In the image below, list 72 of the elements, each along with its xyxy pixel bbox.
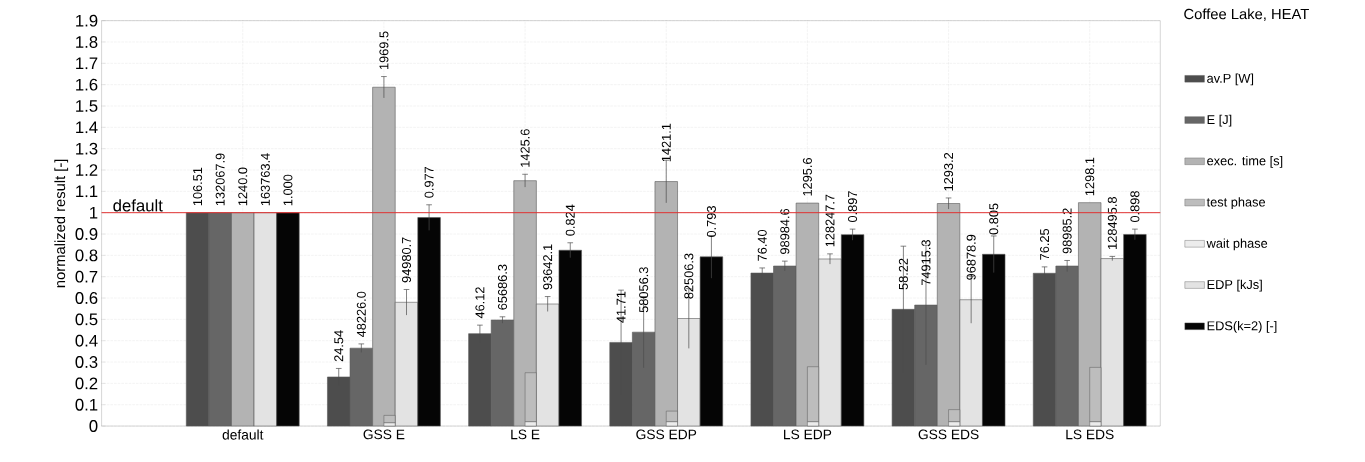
x-tick-label: default xyxy=(222,429,264,440)
annotation: 82506.3 xyxy=(684,253,694,299)
y-tick-label: 1.5 xyxy=(76,99,98,112)
y-tick-label: 0.2 xyxy=(75,377,98,390)
y-tick-label: 1.7 xyxy=(76,57,98,69)
legend-label: exec. time [s] xyxy=(1207,155,1283,168)
annotation: 58056.3 xyxy=(639,266,649,313)
y-tick-label: 0.3 xyxy=(75,355,98,368)
y-tick-label: 0.7 xyxy=(75,270,98,283)
annotation: 46.12 xyxy=(475,287,485,319)
annotation: 58.22 xyxy=(898,258,908,290)
annotation: 94980.7 xyxy=(401,237,412,283)
legend-label: av.P [W] xyxy=(1207,73,1254,86)
y-tick-label: 1 xyxy=(90,206,98,219)
annotation: 0.898 xyxy=(1130,190,1140,222)
annotation: 0.793 xyxy=(706,205,716,237)
annotation: 1969.5 xyxy=(379,31,389,69)
annotation: 0.897 xyxy=(848,191,858,222)
y-tick-label: 0.1 xyxy=(75,398,98,411)
annotation: 1293.2 xyxy=(944,152,954,191)
x-tick-label: GSS EDS xyxy=(918,429,979,440)
legend-label: wait phase xyxy=(1206,238,1268,251)
x-tick-label: GSS EDP xyxy=(636,429,697,440)
annotation: 1240.0 xyxy=(238,167,248,205)
annotation: 98985.2 xyxy=(1062,208,1072,254)
y-tick-label: 1.6 xyxy=(76,78,98,91)
legend-label: EDP [kJs] xyxy=(1207,279,1262,292)
y-tick-label: 0 xyxy=(89,419,98,432)
x-tick-label: LS EDP xyxy=(784,429,832,440)
legend-label: test phase xyxy=(1206,196,1266,209)
y-tick-label: 0.8 xyxy=(75,249,98,262)
y-tick-label: 1.2 xyxy=(76,163,98,176)
y-tick-label: 1.9 xyxy=(76,14,98,27)
annotation: 1.000 xyxy=(283,174,293,205)
y-tick-label: 1.8 xyxy=(76,35,98,48)
annotation: 74915.3 xyxy=(921,239,931,285)
y-tick-label: 1.4 xyxy=(76,121,98,133)
y-axis-title: normalized result [-] xyxy=(54,159,69,287)
ref-line-label: default xyxy=(113,199,163,212)
x-tick-label: LS E xyxy=(511,429,540,440)
annotation: 0.824 xyxy=(565,204,575,236)
annotation: 0.977 xyxy=(424,166,434,198)
annotation: 24.54 xyxy=(334,330,344,362)
annotation: 41.71 xyxy=(616,291,626,323)
annotation: 76.40 xyxy=(757,229,767,261)
annotation: 93642.1 xyxy=(543,244,553,290)
annotation: 163763.4 xyxy=(260,152,270,205)
annotation: 128247.7 xyxy=(825,194,835,247)
y-tick-label: 0.4 xyxy=(75,334,98,347)
annotation: 128495.8 xyxy=(1107,196,1117,249)
y-tick-label: 0.5 xyxy=(75,313,98,326)
annotation: 106.51 xyxy=(193,167,203,205)
annotation: 1295.6 xyxy=(802,157,812,196)
legend-label: EDS(k=2) [-] xyxy=(1207,320,1277,333)
annotation: 1421.1 xyxy=(661,123,671,162)
x-tick-label: GSS E xyxy=(363,429,405,440)
annotation: 98984.6 xyxy=(780,208,790,254)
annotation: 1298.1 xyxy=(1085,157,1095,195)
legend-label: E [J] xyxy=(1207,114,1232,127)
annotation: 96878.9 xyxy=(966,234,976,280)
annotation: 65686.3 xyxy=(497,264,508,310)
y-tick-label: 0.6 xyxy=(75,291,98,304)
annotation: 0.805 xyxy=(989,203,999,235)
annotation: 132067.9 xyxy=(215,153,225,205)
y-tick-label: 0.9 xyxy=(75,227,98,240)
annotation: 76.25 xyxy=(1040,228,1050,260)
annotation: 48226.0 xyxy=(356,291,366,337)
legend-title: Coffee Lake, HEAT xyxy=(1184,8,1309,21)
y-tick-label: 1.1 xyxy=(76,185,98,197)
y-tick-label: 1.3 xyxy=(76,142,98,155)
x-tick-label: LS EDS xyxy=(1066,429,1114,440)
annotation: 1425.6 xyxy=(520,128,530,167)
